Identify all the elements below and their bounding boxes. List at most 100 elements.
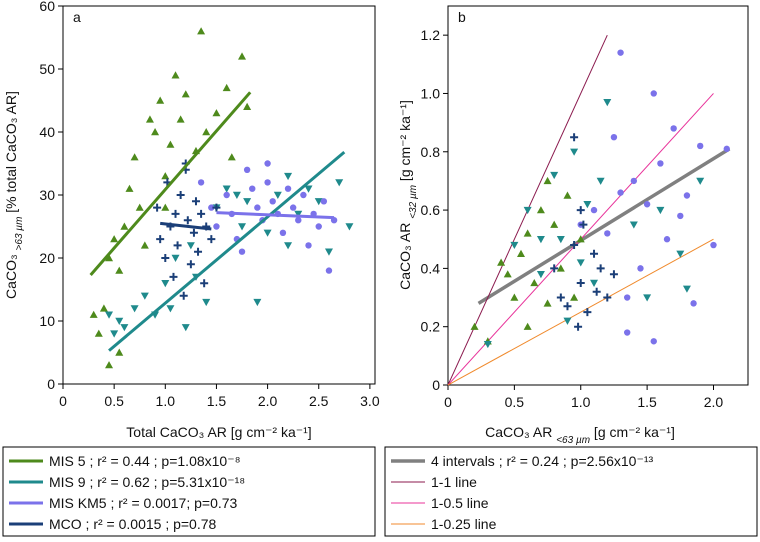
point — [125, 184, 134, 192]
point — [536, 271, 545, 279]
label-part: CaCO₃ AR — [485, 424, 556, 440]
point — [227, 153, 236, 161]
point — [543, 176, 552, 185]
point — [243, 102, 252, 110]
legend-label: MIS 5 ; r² = 0.44 ; p=1.08x10⁻⁸ — [49, 453, 241, 469]
legend-box — [2, 446, 376, 537]
x-tick-label: 1.0 — [571, 394, 591, 410]
point — [536, 236, 545, 244]
point — [202, 128, 211, 136]
point — [171, 209, 180, 218]
legend-label: MIS 9 ; r² = 0.62 ; p=5.31x10⁻¹⁸ — [49, 474, 245, 490]
point — [284, 172, 293, 181]
point — [543, 299, 552, 307]
point — [171, 254, 180, 262]
point — [253, 298, 262, 307]
point — [570, 148, 579, 156]
point — [657, 160, 664, 167]
y-tick-label: 40 — [39, 124, 55, 140]
point — [181, 324, 190, 332]
point — [592, 287, 601, 296]
point — [697, 142, 704, 150]
point — [670, 125, 677, 132]
point — [530, 278, 539, 287]
reference-line — [447, 238, 714, 386]
point — [314, 198, 323, 206]
x-tick-label: 1.5 — [637, 394, 657, 410]
point — [637, 265, 644, 272]
point — [583, 308, 592, 317]
point — [186, 260, 195, 269]
point — [630, 177, 638, 185]
x-tick-label: 1.0 — [156, 393, 176, 409]
point — [556, 236, 565, 244]
point — [222, 83, 231, 92]
point — [570, 241, 579, 250]
plot-frame — [447, 5, 749, 386]
point — [315, 223, 322, 230]
axis-label: CaCO₃ >63 µm [% total CaCO₃ AR] — [3, 91, 25, 299]
y-tick-label: 0.4 — [421, 260, 441, 276]
label-part: <63 µm — [556, 435, 590, 446]
panel-label: a — [73, 9, 81, 25]
point — [682, 285, 691, 293]
point — [579, 220, 588, 229]
point — [510, 293, 519, 301]
point — [590, 206, 598, 214]
point — [304, 185, 313, 193]
fit-line — [216, 211, 335, 220]
y-tick-label: 1.0 — [421, 85, 441, 101]
point — [208, 204, 215, 211]
x-tick-label: 1.5 — [207, 393, 227, 409]
point — [574, 322, 583, 331]
point — [523, 322, 532, 330]
label-part: Total CaCO₃ AR [g cm⁻² ka⁻¹] — [126, 424, 311, 440]
point — [186, 242, 195, 250]
label-part: CaCO₃ — [3, 250, 19, 299]
point — [145, 115, 154, 123]
point — [563, 317, 572, 325]
point — [590, 249, 599, 258]
point — [238, 248, 246, 255]
point — [723, 145, 730, 153]
point — [570, 293, 579, 301]
point — [153, 203, 162, 212]
point — [279, 229, 287, 236]
point — [563, 191, 572, 199]
point — [517, 249, 526, 258]
point — [232, 191, 241, 199]
x-tick-label: 2.5 — [309, 393, 329, 409]
y-tick-label: 20 — [39, 250, 55, 266]
point — [320, 198, 328, 205]
point — [583, 201, 592, 209]
point — [161, 280, 170, 288]
point — [161, 172, 170, 180]
point — [105, 361, 114, 369]
point — [617, 189, 624, 196]
point — [197, 179, 205, 186]
y-tick-label: 0.2 — [421, 319, 441, 335]
label-part: <32 µm — [408, 185, 419, 219]
x-tick-label: 0.5 — [104, 393, 124, 409]
point — [213, 223, 220, 230]
fit-line — [108, 151, 346, 352]
point — [663, 236, 671, 243]
point — [200, 279, 209, 288]
point — [110, 330, 119, 338]
point — [576, 235, 585, 243]
point — [212, 203, 221, 212]
legend-box — [384, 446, 758, 537]
y-tick-label: 0.6 — [421, 202, 441, 218]
point — [130, 153, 139, 161]
point — [249, 185, 256, 192]
fit-line — [160, 221, 212, 231]
point — [176, 191, 185, 199]
point — [596, 264, 605, 273]
point — [140, 292, 149, 300]
point — [202, 298, 211, 307]
point — [120, 222, 129, 230]
point — [284, 242, 293, 250]
point — [243, 198, 252, 206]
point — [269, 198, 276, 205]
